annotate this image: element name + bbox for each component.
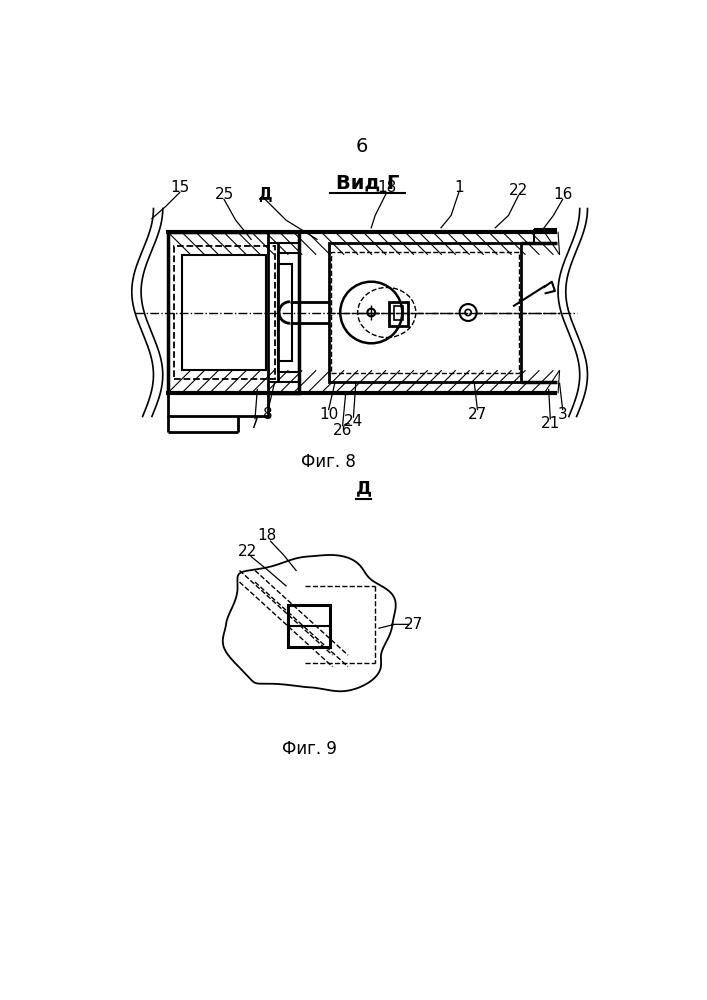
Text: 3: 3	[558, 407, 568, 422]
Text: 8: 8	[264, 407, 273, 422]
Text: 22: 22	[509, 183, 528, 198]
Text: 1: 1	[454, 180, 464, 195]
Text: 15: 15	[170, 180, 189, 195]
Text: Фиг. 9: Фиг. 9	[282, 740, 337, 758]
Bar	[394, 306, 403, 320]
Text: Д: Д	[258, 187, 271, 202]
Text: Д: Д	[356, 479, 372, 497]
Text: 24: 24	[344, 414, 363, 429]
Text: 18: 18	[377, 180, 397, 195]
Bar	[168, 232, 299, 393]
Text: 25: 25	[214, 187, 233, 202]
Text: 27: 27	[404, 617, 423, 632]
Bar	[168, 393, 268, 416]
Bar	[288, 605, 330, 647]
Bar	[329, 243, 521, 382]
Bar	[279, 264, 292, 361]
Bar	[182, 255, 266, 370]
Text: Фиг. 8: Фиг. 8	[301, 453, 356, 471]
Text: 10: 10	[319, 407, 338, 422]
Bar	[389, 302, 408, 326]
Text: Вид Г: Вид Г	[336, 173, 399, 192]
Text: 22: 22	[238, 544, 257, 559]
Text: 21: 21	[541, 416, 560, 431]
Text: 7: 7	[250, 416, 259, 431]
Text: 18: 18	[257, 528, 276, 543]
Text: 26: 26	[333, 423, 352, 438]
Bar	[175, 246, 275, 379]
Bar	[279, 253, 299, 372]
Bar	[331, 252, 518, 373]
Text: 27: 27	[468, 407, 487, 422]
Text: 16: 16	[553, 187, 573, 202]
Text: 6: 6	[356, 137, 368, 156]
